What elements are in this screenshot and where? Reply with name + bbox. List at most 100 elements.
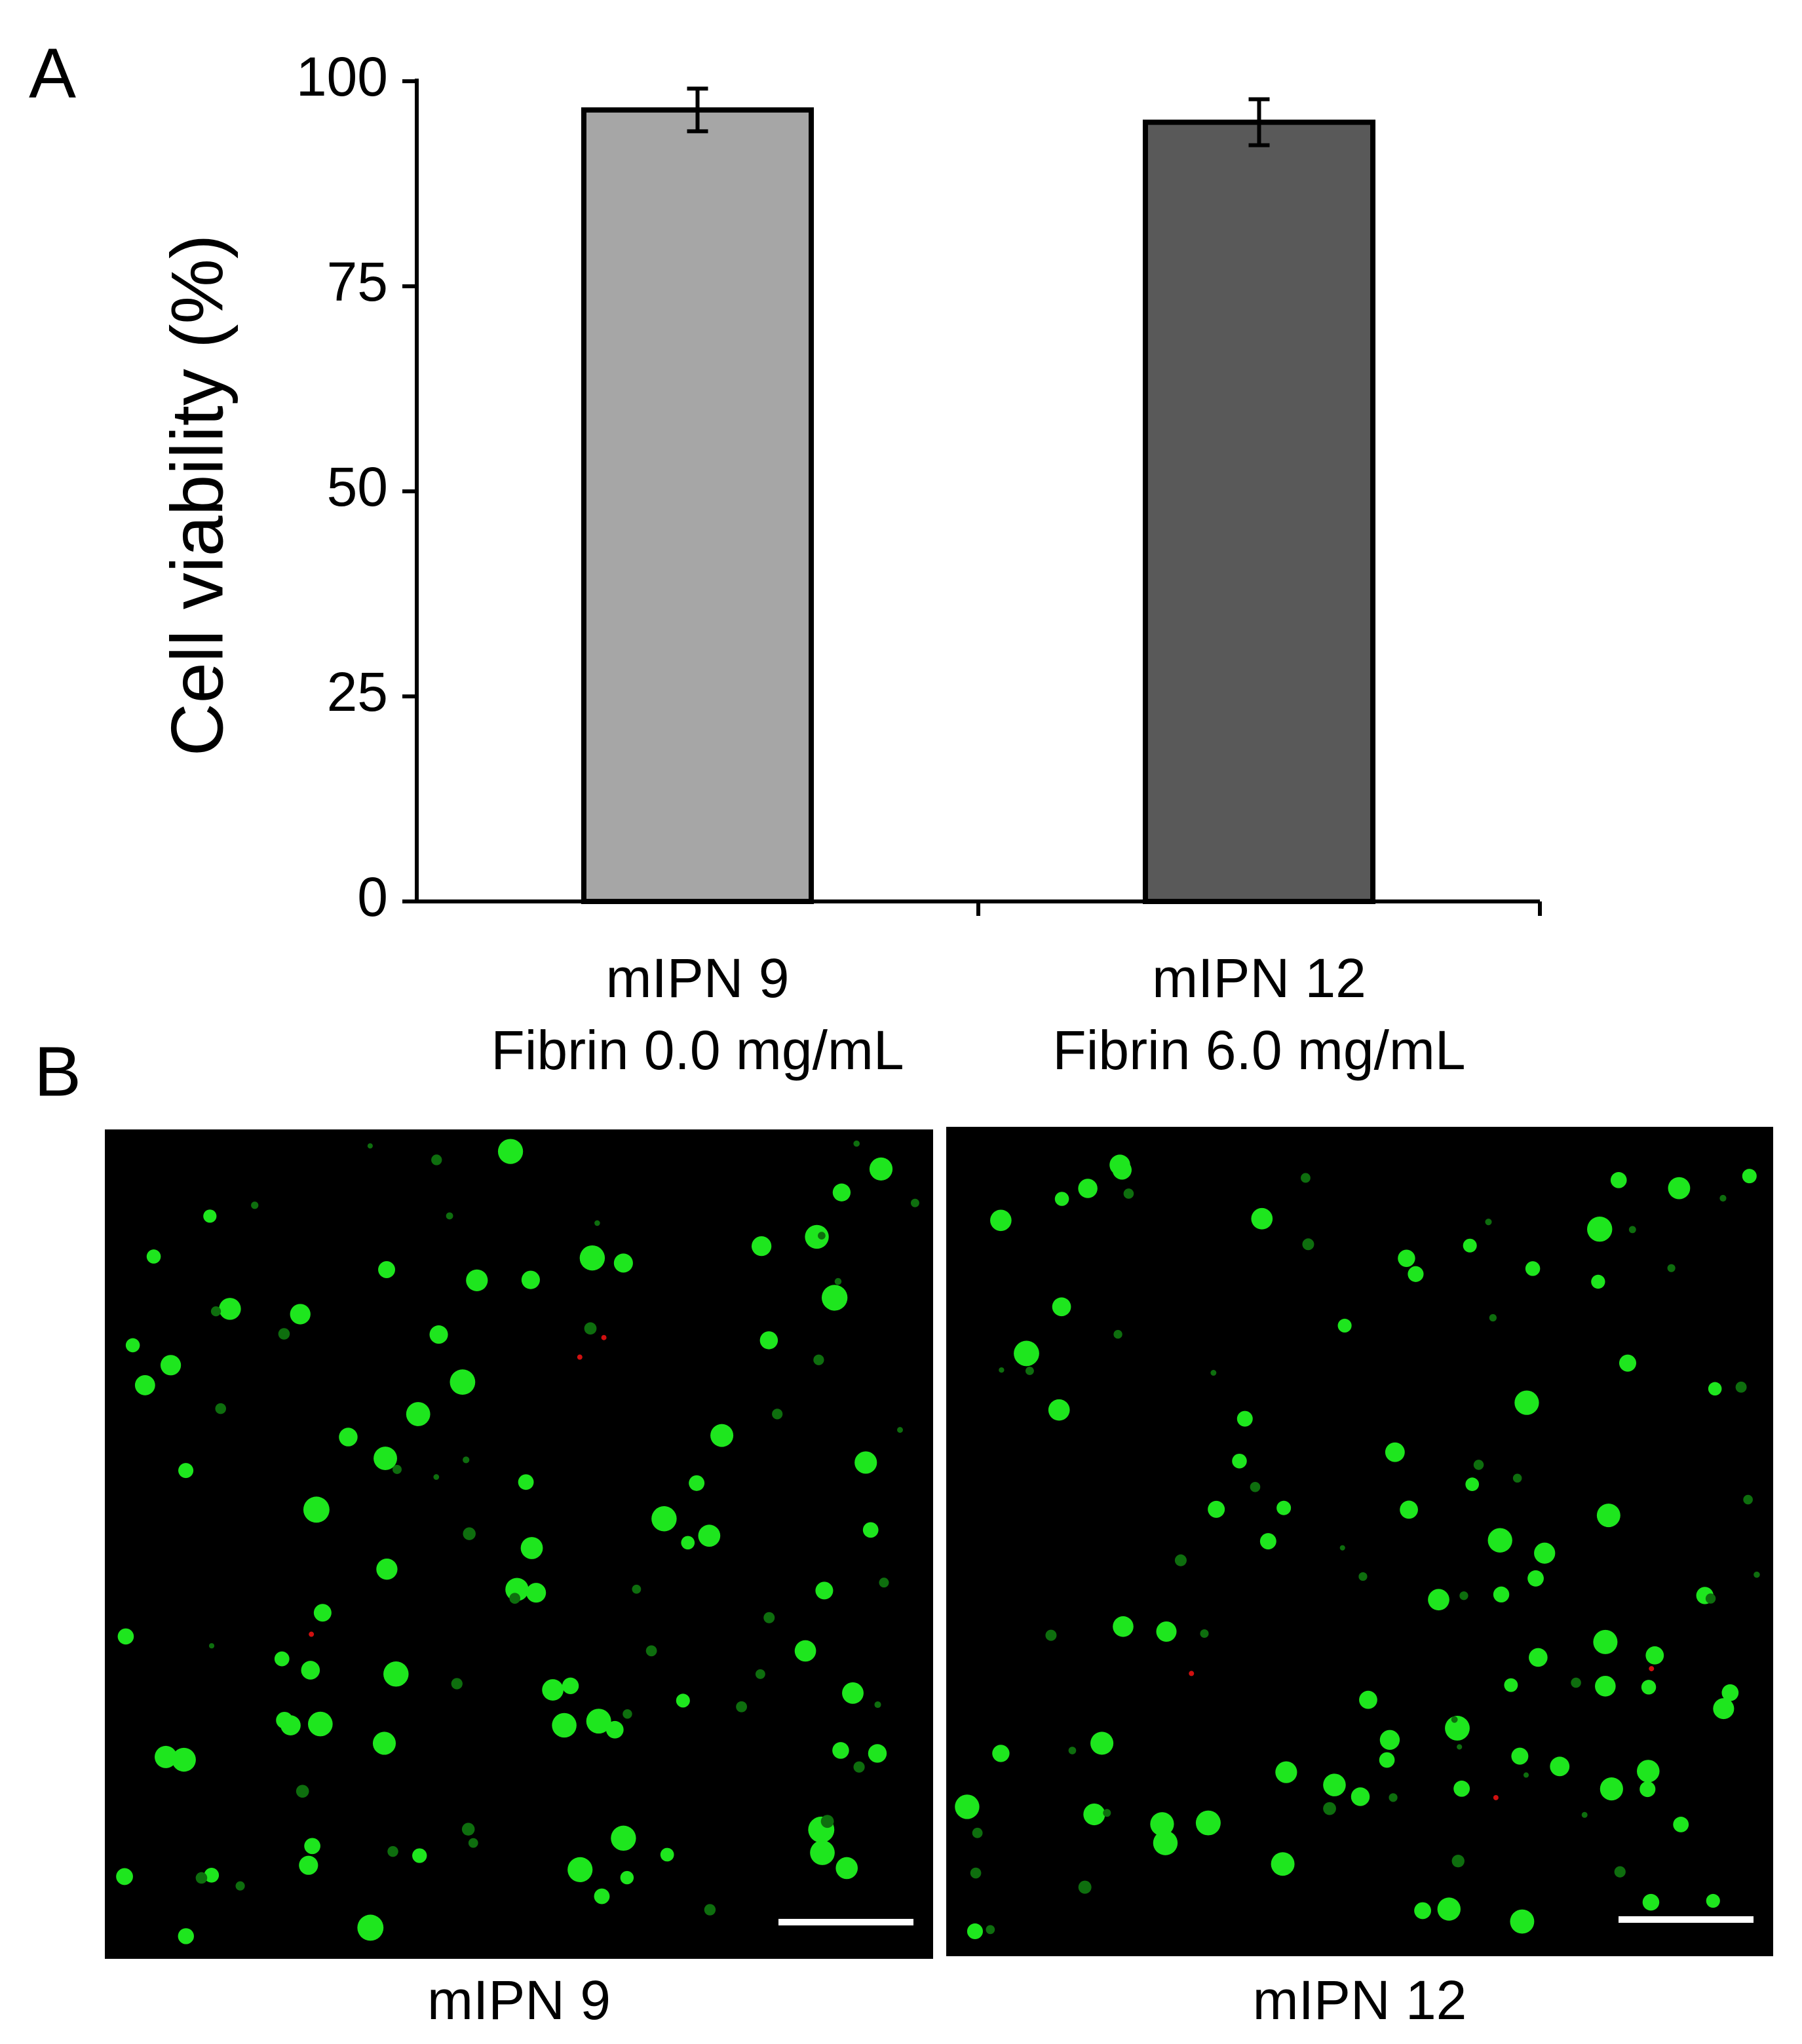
live-cell	[605, 1720, 624, 1739]
dim-cell	[509, 1593, 520, 1604]
dim-cell	[736, 1701, 748, 1713]
y-axis-label: Cell viability (%)	[157, 235, 239, 757]
dim-cell	[1523, 1772, 1529, 1778]
live-cell	[1463, 1238, 1477, 1253]
live-cell	[1645, 1646, 1664, 1665]
dim-cell	[393, 1465, 402, 1474]
dim-cell	[763, 1612, 775, 1623]
live-cell	[567, 1857, 593, 1882]
live-cell	[1408, 1266, 1424, 1282]
live-cell	[1550, 1756, 1570, 1777]
live-cell	[1514, 1390, 1539, 1415]
micrograph	[946, 1127, 1773, 1956]
live-cell	[1673, 1817, 1689, 1832]
micrograph-background	[105, 1129, 933, 1959]
y-tick-label: 75	[327, 251, 388, 312]
live-cell	[1642, 1893, 1660, 1911]
error-bar	[1248, 97, 1270, 147]
live-cell	[1359, 1690, 1377, 1709]
live-cell	[1453, 1780, 1470, 1797]
live-cell	[308, 1711, 333, 1737]
live-cell	[155, 1745, 178, 1768]
live-cell	[689, 1475, 705, 1491]
live-cell	[1351, 1787, 1370, 1806]
panel-label: B	[34, 1032, 81, 1111]
dim-cell	[970, 1867, 982, 1879]
micrograph-background	[946, 1127, 1773, 1956]
dim-cell	[1113, 1330, 1122, 1339]
x-tick-label: Fibrin 0.0 mg/mL	[491, 1019, 904, 1081]
live-cell	[339, 1428, 358, 1447]
live-cell	[1109, 1154, 1130, 1175]
live-cell	[466, 1269, 488, 1291]
live-cell	[1742, 1169, 1757, 1184]
dim-cell	[874, 1701, 881, 1709]
live-cell	[842, 1682, 864, 1704]
live-cell	[1534, 1542, 1556, 1564]
dim-cell	[1078, 1880, 1092, 1894]
dim-cell	[1735, 1381, 1747, 1393]
live-cell	[520, 1537, 543, 1559]
dim-cell	[755, 1669, 765, 1679]
dim-cell	[972, 1827, 983, 1838]
live-cell	[869, 1157, 893, 1181]
live-cell	[1668, 1177, 1691, 1200]
live-cell	[219, 1298, 241, 1320]
live-cell	[299, 1855, 318, 1875]
dim-cell	[1743, 1494, 1753, 1505]
y-tick-label: 50	[327, 456, 388, 518]
live-cell	[1593, 1629, 1618, 1654]
live-cell	[1271, 1852, 1295, 1876]
dim-cell	[1045, 1629, 1057, 1641]
dim-cell	[461, 1823, 475, 1836]
live-cell	[579, 1245, 605, 1271]
live-cell	[290, 1304, 311, 1325]
dim-cell	[772, 1409, 783, 1420]
live-cell	[1510, 1909, 1535, 1934]
x-tick-label: mIPN 12	[1152, 947, 1366, 1009]
dim-cell	[1323, 1802, 1336, 1815]
live-cell	[1156, 1621, 1177, 1642]
live-cell	[1428, 1589, 1449, 1611]
dim-cell	[208, 1643, 215, 1649]
y-tick-label: 25	[327, 661, 388, 723]
live-cell	[854, 1451, 877, 1474]
live-cell	[955, 1794, 980, 1819]
live-cell	[1208, 1500, 1225, 1518]
live-cell	[681, 1536, 695, 1550]
live-cell	[313, 1604, 332, 1622]
dead-cell	[309, 1631, 315, 1637]
micrograph	[105, 1129, 933, 1959]
dim-cell	[451, 1678, 463, 1690]
live-cell	[178, 1928, 194, 1944]
live-cell	[412, 1848, 427, 1863]
live-cell	[1385, 1442, 1405, 1462]
dim-cell	[1667, 1264, 1676, 1272]
dim-cell	[853, 1761, 865, 1773]
live-cell	[611, 1825, 636, 1851]
dim-cell	[1754, 1571, 1760, 1578]
dim-cell	[1451, 1855, 1465, 1868]
live-cell	[1259, 1533, 1276, 1550]
dim-cell	[1719, 1194, 1727, 1202]
dim-cell	[1025, 1367, 1034, 1375]
live-cell	[378, 1261, 396, 1278]
live-cell	[274, 1651, 290, 1667]
live-cell	[660, 1847, 674, 1862]
dim-cell	[1628, 1226, 1636, 1234]
dim-cell	[584, 1322, 597, 1335]
live-cell	[1398, 1249, 1415, 1267]
live-cell	[810, 1840, 835, 1865]
live-cell	[1504, 1678, 1518, 1692]
live-cell	[1052, 1297, 1071, 1317]
dead-cell	[1649, 1666, 1655, 1672]
dim-cell	[986, 1925, 995, 1935]
live-cell	[1337, 1318, 1352, 1333]
dim-cell	[1358, 1572, 1368, 1581]
live-cell	[1083, 1803, 1105, 1826]
dim-cell	[1200, 1629, 1209, 1638]
dim-cell	[1571, 1677, 1581, 1688]
dim-cell	[910, 1198, 919, 1207]
live-cell	[1236, 1410, 1253, 1427]
live-cell	[1708, 1382, 1722, 1396]
